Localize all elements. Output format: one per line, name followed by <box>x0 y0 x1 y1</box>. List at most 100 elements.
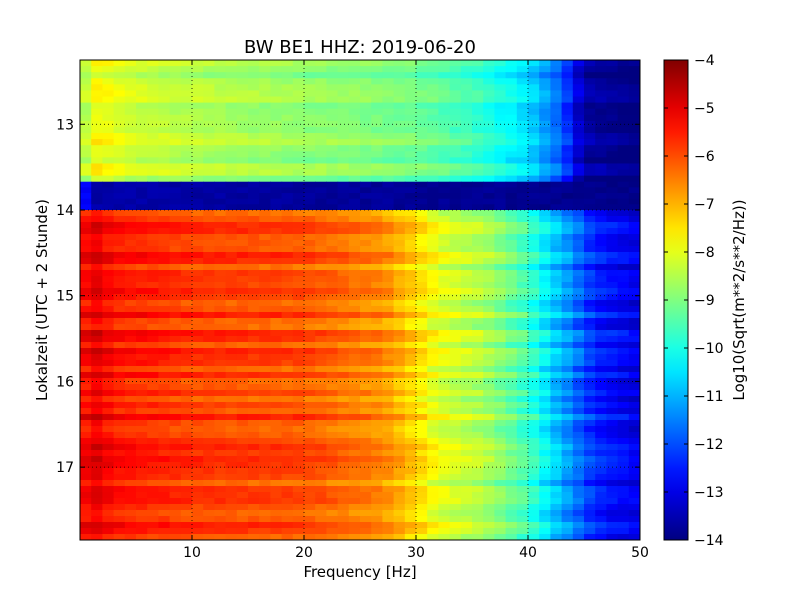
spectrogram-cell <box>169 294 182 301</box>
spectrogram-cell <box>326 78 339 85</box>
spectrogram-cell <box>472 414 484 421</box>
spectrogram-cell <box>539 492 551 499</box>
spectrogram-cell <box>214 480 227 487</box>
spectrogram-cell <box>326 408 339 415</box>
spectrogram-cell <box>561 390 574 397</box>
spectrogram-cell <box>102 72 115 79</box>
spectrogram-cell <box>550 408 563 415</box>
spectrogram-cell <box>192 474 204 481</box>
spectrogram-cell <box>516 522 529 529</box>
spectrogram-cell <box>460 534 473 540</box>
spectrogram-cell <box>528 306 540 313</box>
spectrogram-cell <box>124 420 137 427</box>
spectrogram-cell <box>169 264 182 271</box>
spectrogram-cell <box>124 181 137 188</box>
spectrogram-cell <box>248 108 260 116</box>
spectrogram-cell <box>595 187 607 194</box>
spectrogram-cell <box>236 66 249 73</box>
spectrogram-cell <box>236 84 249 92</box>
spectrogram-cell <box>124 474 137 481</box>
spectrogram-cell <box>528 504 540 511</box>
spectrogram-cell <box>404 426 417 433</box>
spectrogram-cell <box>147 318 159 325</box>
spectrogram-cell <box>494 510 507 517</box>
spectrogram-cell <box>169 126 182 134</box>
spectrogram-cell <box>561 216 574 223</box>
spectrogram-cell <box>326 420 339 427</box>
spectrogram-cell <box>528 222 540 229</box>
spectrogram-cell <box>80 342 92 349</box>
spectrogram-cell <box>606 175 619 183</box>
spectrogram-cell <box>337 396 350 403</box>
spectrogram-cell <box>483 151 495 158</box>
spectrogram-cell <box>315 252 327 259</box>
spectrogram-cell <box>80 282 92 289</box>
plot-area <box>80 60 640 540</box>
spectrogram-cell <box>617 480 630 487</box>
spectrogram-cell <box>337 187 350 194</box>
spectrogram-cell <box>606 324 619 331</box>
spectrogram-cell <box>259 480 271 487</box>
spectrogram-cell <box>214 426 227 433</box>
spectrogram-cell <box>337 84 350 92</box>
spectrogram-cell <box>382 222 395 229</box>
spectrogram-cell <box>628 336 640 343</box>
spectrogram-cell <box>236 181 249 188</box>
spectrogram-cell <box>449 120 462 128</box>
spectrogram-cell <box>80 474 92 481</box>
spectrogram-cell <box>505 336 518 343</box>
spectrogram-cell <box>404 234 417 241</box>
spectrogram-cell <box>348 384 361 391</box>
spectrogram-cell <box>259 522 271 529</box>
spectrogram-cell <box>102 102 115 110</box>
spectrogram-cell <box>483 402 495 409</box>
spectrogram-cell <box>404 306 417 313</box>
spectrogram-cell <box>158 187 171 194</box>
spectrogram-cell <box>550 133 563 140</box>
spectrogram-cell <box>382 474 395 481</box>
spectrogram-cell <box>416 102 428 110</box>
spectrogram-cell <box>438 102 451 110</box>
spectrogram-cell <box>292 516 305 523</box>
spectrogram-cell <box>472 198 484 205</box>
spectrogram-cell <box>460 462 473 469</box>
spectrogram-cell <box>516 181 529 188</box>
spectrogram-cell <box>483 480 495 487</box>
spectrogram-cell <box>584 450 596 457</box>
spectrogram-cell <box>606 126 619 134</box>
spectrogram-cell <box>113 78 126 85</box>
spectrogram-cell <box>304 462 316 469</box>
spectrogram-cell <box>505 456 518 463</box>
spectrogram-cell <box>528 432 540 439</box>
spectrogram-cell <box>528 468 540 475</box>
spectrogram-cell <box>180 84 193 92</box>
spectrogram-cell <box>416 420 428 427</box>
spectrogram-cell <box>516 330 529 337</box>
spectrogram-cell <box>628 276 640 283</box>
spectrogram-cell <box>584 175 596 183</box>
spectrogram-cell <box>214 420 227 427</box>
spectrogram-cell <box>169 90 182 98</box>
spectrogram-cell <box>371 402 383 409</box>
spectrogram-cells <box>80 60 640 540</box>
spectrogram-cell <box>360 66 372 73</box>
spectrogram-cell <box>192 72 204 79</box>
spectrogram-cell <box>292 78 305 85</box>
spectrogram-cell <box>348 96 361 104</box>
spectrogram-cell <box>259 342 271 349</box>
spectrogram-cell <box>494 78 507 85</box>
spectrogram-cell <box>214 354 227 361</box>
spectrogram-cell <box>595 114 607 122</box>
spectrogram-cell <box>561 151 574 158</box>
spectrogram-cell <box>460 336 473 343</box>
spectrogram-cell <box>371 378 383 385</box>
spectrogram-cell <box>158 414 171 421</box>
spectrogram-cell <box>236 432 249 439</box>
spectrogram-cell <box>348 360 361 367</box>
spectrogram-cell <box>416 198 428 205</box>
spectrogram-cell <box>113 534 126 540</box>
spectrogram-cell <box>371 198 383 205</box>
spectrogram-cell <box>371 414 383 421</box>
spectrogram-cell <box>516 402 529 409</box>
spectrogram-cell <box>449 216 462 223</box>
